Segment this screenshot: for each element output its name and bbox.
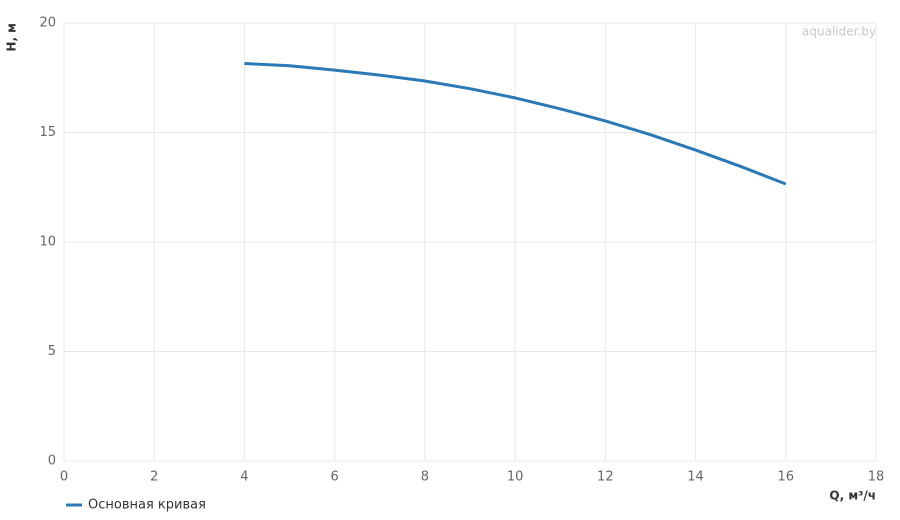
x-tick-label: 12 bbox=[597, 470, 614, 485]
line-series bbox=[244, 62, 787, 186]
x-tick-label: 2 bbox=[150, 470, 158, 485]
watermark: aqualider.by bbox=[802, 25, 876, 39]
x-axis-label: Q, м³/ч bbox=[829, 489, 876, 503]
x-tick-label: 16 bbox=[778, 470, 795, 485]
x-tick-label: 10 bbox=[507, 470, 524, 485]
x-tick-label: 0 bbox=[60, 470, 68, 485]
x-tick-label: 4 bbox=[240, 470, 248, 485]
x-tick-label: 18 bbox=[868, 470, 885, 485]
x-tick-label: 6 bbox=[331, 470, 339, 485]
y-tick-label: 5 bbox=[48, 344, 56, 359]
legend-label: Основная кривая bbox=[88, 498, 206, 513]
y-tick-label: 10 bbox=[39, 235, 56, 250]
y-axis-label: H, м bbox=[5, 23, 19, 52]
x-tick-label: 14 bbox=[687, 470, 704, 485]
y-tick-label: 15 bbox=[39, 125, 56, 140]
y-tick-label: 20 bbox=[39, 16, 56, 31]
x-tick-label: 8 bbox=[421, 470, 429, 485]
y-tick-label: 0 bbox=[48, 454, 56, 469]
